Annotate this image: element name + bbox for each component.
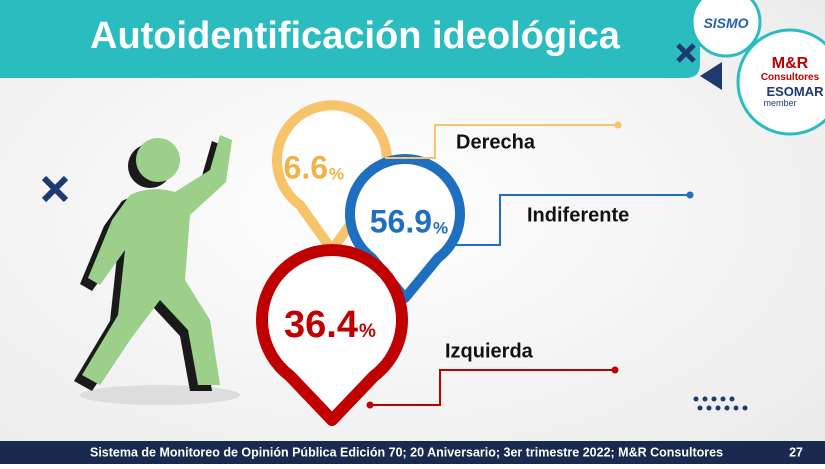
header-bar <box>0 0 700 78</box>
value: 36.4 <box>284 304 358 346</box>
dot <box>686 191 694 199</box>
logo-text: member <box>763 98 796 108</box>
unit: % <box>329 164 344 183</box>
label: Indiferente <box>527 204 629 226</box>
label: Derecha <box>456 131 536 153</box>
dot <box>611 366 619 374</box>
decor-dots <box>693 396 748 411</box>
logo-mr <box>736 28 825 136</box>
decor-cross <box>41 175 69 203</box>
value: 6.6 <box>284 149 328 185</box>
dot <box>366 401 374 409</box>
shadow <box>80 385 240 405</box>
logo-sismo <box>690 0 762 58</box>
footer-bar <box>0 441 825 464</box>
page-number: 27 <box>789 445 803 459</box>
person-figure <box>74 135 232 391</box>
title: Autoidentificación ideológica <box>90 15 621 57</box>
value: 56.9 <box>370 203 432 239</box>
footer-text: Sistema de Monitoreo de Opinión Pública … <box>90 445 723 459</box>
dot <box>614 121 622 129</box>
decor-triangle <box>700 62 722 90</box>
connectors <box>370 124 690 406</box>
logo-text: M&R <box>772 55 809 72</box>
label: Izquierda <box>445 340 534 362</box>
bubble-izquierda <box>256 244 408 426</box>
logo-text: SISMO <box>703 15 748 31</box>
logo-text: ESOMAR <box>766 84 824 99</box>
logo-text: Consultores <box>761 72 820 83</box>
unit: % <box>433 218 448 237</box>
unit: % <box>359 321 376 342</box>
decor-cross <box>676 43 696 63</box>
